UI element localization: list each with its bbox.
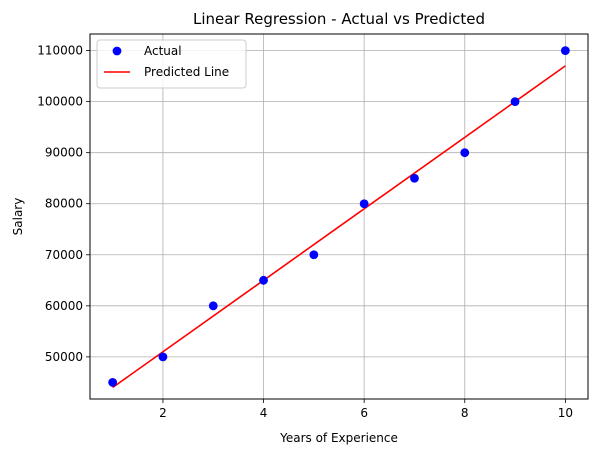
legend-marker-actual bbox=[112, 46, 122, 56]
plot-frame bbox=[89, 33, 589, 400]
x-tick-label: 4 bbox=[260, 406, 268, 420]
legend: Actual Predicted Line bbox=[96, 39, 247, 89]
y-tick-label: 100000 bbox=[37, 95, 83, 109]
actual-point bbox=[108, 378, 118, 387]
x-tick-label: 8 bbox=[461, 406, 469, 420]
actual-point bbox=[410, 173, 419, 183]
y-tick-label: 80000 bbox=[45, 197, 83, 211]
chart-title: Linear Regression - Actual vs Predicted bbox=[193, 10, 485, 28]
actual-point bbox=[158, 352, 168, 362]
y-tick-label: 110000 bbox=[37, 44, 83, 58]
x-tick-label: 6 bbox=[360, 406, 368, 420]
actual-point bbox=[259, 275, 268, 285]
actual-point bbox=[460, 148, 470, 158]
actual-point bbox=[208, 301, 218, 311]
x-axis-ticks: 2 4 6 8 10 bbox=[159, 399, 573, 420]
grid bbox=[90, 34, 588, 399]
predicted-line bbox=[112, 65, 566, 389]
actual-point bbox=[309, 250, 319, 260]
actual-point bbox=[359, 199, 369, 209]
y-tick-label: 50000 bbox=[45, 350, 83, 364]
x-tick-label: 10 bbox=[558, 406, 573, 420]
legend-label-actual: Actual bbox=[144, 44, 182, 58]
y-axis-ticks: 50000 60000 70000 80000 90000 100000 110000 bbox=[37, 44, 90, 364]
y-axis-label: Salary bbox=[11, 198, 25, 236]
actual-point bbox=[510, 97, 520, 107]
y-tick-label: 90000 bbox=[45, 146, 83, 160]
y-tick-label: 60000 bbox=[45, 299, 83, 313]
legend-box bbox=[96, 39, 247, 89]
actual-points-series bbox=[108, 46, 570, 387]
legend-label-predicted-line: Predicted Line bbox=[144, 65, 229, 79]
predicted-line-series bbox=[112, 65, 566, 389]
x-axis-label: Years of Experience bbox=[279, 431, 398, 445]
x-tick-label: 2 bbox=[159, 406, 167, 420]
y-tick-label: 70000 bbox=[45, 248, 83, 262]
actual-point bbox=[560, 46, 570, 55]
